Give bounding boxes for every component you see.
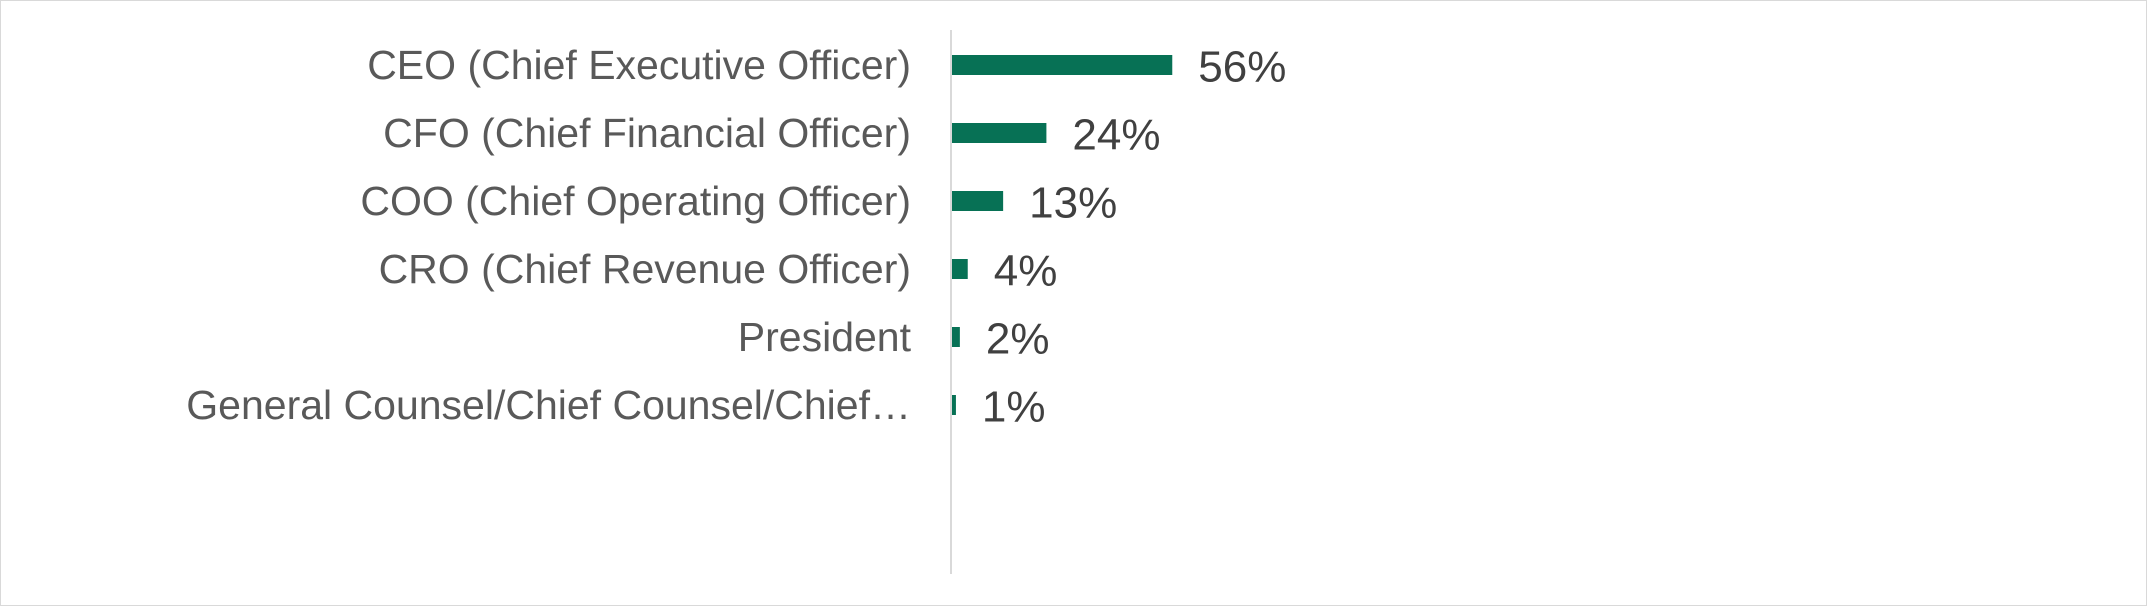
bar bbox=[952, 259, 968, 279]
data-label: 2% bbox=[986, 315, 1050, 364]
bar bbox=[952, 191, 1004, 211]
category-label: CFO (Chief Financial Officer) bbox=[383, 110, 911, 156]
category-label: CRO (Chief Revenue Officer) bbox=[379, 246, 911, 292]
category-label: CEO (Chief Executive Officer) bbox=[367, 42, 911, 88]
category-label: General Counsel/Chief Counsel/Chief… bbox=[186, 382, 911, 428]
data-label: 24% bbox=[1072, 111, 1160, 160]
data-label: 56% bbox=[1198, 43, 1286, 92]
bar bbox=[952, 395, 956, 415]
data-label: 4% bbox=[994, 247, 1058, 296]
category-label: COO (Chief Operating Officer) bbox=[360, 178, 911, 224]
bar bbox=[952, 55, 1173, 75]
data-label: 1% bbox=[982, 383, 1046, 432]
bar bbox=[952, 123, 1047, 143]
bar bbox=[952, 327, 960, 347]
category-label: President bbox=[738, 314, 912, 360]
data-label: 13% bbox=[1029, 179, 1117, 228]
